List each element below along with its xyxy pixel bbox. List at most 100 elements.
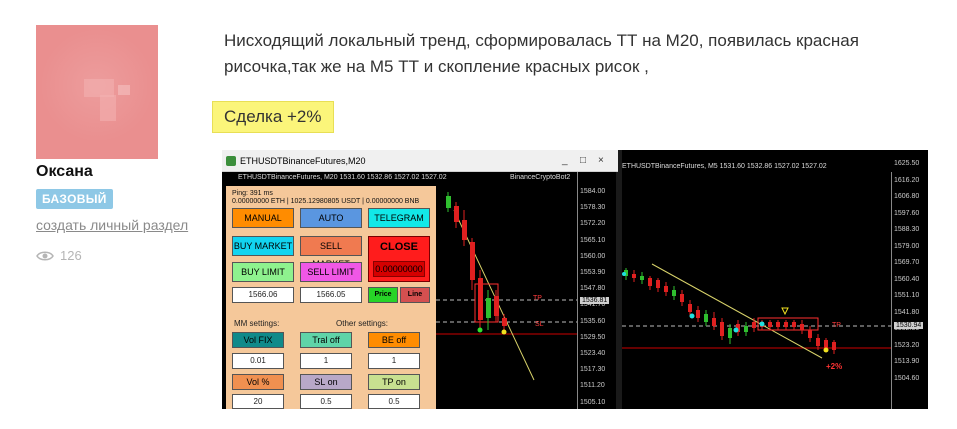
left-axis-tick: 1535.60 [580, 317, 606, 325]
left-axis-tick: 1541.70 [580, 301, 606, 309]
other-settings-label: Other settings: [336, 319, 389, 328]
right-candle [672, 290, 676, 296]
eye-icon [36, 251, 54, 260]
candle-charts [436, 150, 891, 409]
right-candle [728, 328, 732, 338]
chart-window-title: ETHUSDTBinanceFutures,M20 [222, 150, 618, 172]
sl-on-button[interactable]: SL on [300, 374, 352, 390]
vol-fix-button[interactable]: Vol FIX [232, 332, 284, 348]
right-candle [832, 342, 836, 350]
price-mode-button[interactable]: Price [368, 287, 398, 303]
right-trend-line [651, 263, 823, 359]
sell-limit-price-field[interactable]: 1566.05 [300, 287, 362, 303]
telegram-button[interactable]: TELEGRAM [368, 208, 430, 228]
right-chart-header: ETHUSDTBinanceFutures, M5 1531.60 1532.8… [622, 163, 827, 170]
left-axis-tick: 1584.00 [580, 188, 606, 195]
close-value: 0.00000000 [373, 261, 425, 277]
user-name[interactable]: Оксана [36, 163, 93, 180]
avatar[interactable] [36, 25, 158, 159]
panel-info: Ping: 391 ms 0.00000000 ETH | 1025.12980… [232, 190, 419, 206]
sell-limit-button[interactable]: SELL LIMIT [300, 262, 362, 282]
right-axis-tick: 1513.90 [894, 358, 920, 365]
trading-screenshot[interactable]: ETHUSDTBinanceFutures,M20 _ □ × ETHUSDTB… [222, 150, 928, 409]
right-axis-tick: 1606.80 [894, 193, 920, 200]
close-window-button[interactable]: × [598, 155, 604, 166]
right-candle [704, 314, 708, 322]
expert-advisor-name: BinanceCryptoBot2 [510, 174, 571, 181]
right-axis-tick: 1579.00 [894, 242, 920, 250]
tp-field[interactable]: 0.5 [368, 394, 420, 409]
views-count: 126 [60, 248, 82, 263]
profit-label: +2% [826, 362, 843, 371]
line-mode-button[interactable]: Line [400, 287, 430, 303]
right-candle [776, 322, 780, 327]
window-separator [616, 150, 622, 409]
left-axis-tick: 1553.90 [580, 269, 606, 276]
left-candle [462, 220, 467, 240]
left-sl-tag: SL [535, 321, 544, 328]
vol-percent-field[interactable]: 20 [232, 394, 284, 409]
right-axis-tick: 1597.60 [894, 209, 920, 217]
right-axis-tick: 1551.10 [894, 292, 920, 299]
buy-limit-price-field[interactable]: 1566.06 [232, 287, 294, 303]
right-candle [664, 286, 668, 292]
buy-market-button[interactable]: BUY MARKET [232, 236, 294, 256]
right-candle [688, 304, 692, 312]
right-candle [784, 322, 788, 327]
create-section-link[interactable]: создать личный раздел [36, 217, 189, 233]
left-candle [502, 318, 507, 326]
ping-text: Ping: 391 ms [232, 190, 273, 197]
right-axis-tick: 1504.60 [894, 374, 920, 382]
right-candle [640, 276, 644, 280]
right-candle [744, 326, 748, 332]
right-candle [720, 322, 724, 336]
right-signal-dot [689, 313, 695, 319]
right-tp-tag: TP [832, 322, 841, 329]
sell-market-button[interactable]: SELL MARKET [300, 236, 362, 269]
tral-field[interactable]: 1 [300, 353, 352, 369]
vol-percent-button[interactable]: Vol % [232, 374, 284, 390]
close-positions-button[interactable]: CLOSE [380, 241, 418, 253]
left-trend-line [453, 209, 535, 381]
right-candle [696, 310, 700, 318]
left-axis-tick: 1529.50 [580, 333, 606, 341]
left-candle [486, 298, 491, 318]
trade-control-panel: Ping: 391 ms 0.00000000 ETH | 1025.12980… [226, 186, 436, 409]
auto-button[interactable]: AUTO [300, 208, 362, 228]
tp-on-button[interactable]: TP on [368, 374, 420, 390]
right-signal-dot [823, 347, 829, 353]
manual-button[interactable]: MANUAL [232, 208, 294, 228]
be-field[interactable]: 1 [368, 353, 420, 369]
left-price-axis-line [577, 172, 578, 409]
maximize-button[interactable]: □ [580, 155, 587, 166]
left-axis-tick: 1565.10 [580, 236, 606, 244]
right-candle [632, 274, 636, 278]
right-axis-tick: 1569.70 [894, 259, 920, 266]
tral-off-button[interactable]: Tral off [300, 332, 352, 348]
chart-window-icon [226, 156, 236, 166]
right-current-price: 1530.94 [894, 322, 924, 329]
be-off-button[interactable]: BE off [368, 332, 420, 348]
sl-field[interactable]: 0.5 [300, 394, 352, 409]
post-text: Нисходящий локальный тренд, сформировала… [224, 31, 859, 76]
left-tp-tag: TP [533, 295, 542, 302]
left-axis-tick: 1517.30 [580, 366, 606, 374]
right-candle [680, 294, 684, 302]
right-axis-tick: 1625.50 [894, 160, 920, 167]
right-candle [736, 324, 740, 332]
right-axis-tick: 1616.20 [894, 176, 920, 184]
right-candle [800, 324, 804, 330]
right-candle [824, 340, 828, 348]
minimize-button[interactable]: _ [562, 155, 568, 166]
right-axis-tick: 1560.40 [894, 275, 920, 283]
window-title-text: ETHUSDTBinanceFutures,M20 [240, 156, 366, 166]
right-axis-tick: 1588.30 [894, 226, 920, 233]
vol-field[interactable]: 0.01 [232, 353, 284, 369]
left-current-price: 1536.81 [580, 297, 610, 304]
buy-limit-button[interactable]: BUY LIMIT [232, 262, 294, 282]
right-candle [816, 338, 820, 346]
close-panel[interactable]: CLOSE 0.00000000 [368, 236, 430, 282]
right-candle [808, 330, 812, 338]
left-candle [478, 278, 483, 320]
left-axis-tick: 1523.40 [580, 350, 606, 357]
